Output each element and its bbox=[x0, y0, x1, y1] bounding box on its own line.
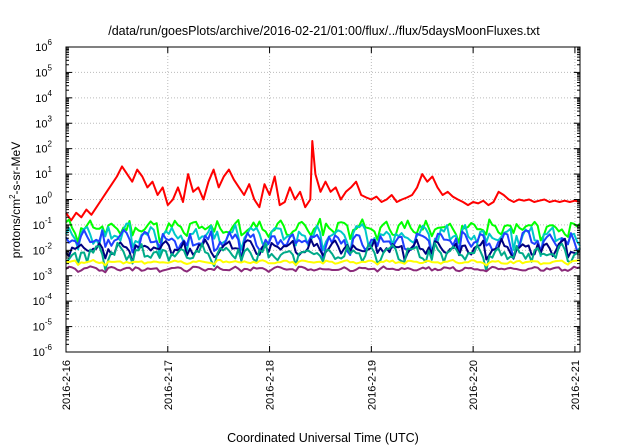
y-tick-label: 100 bbox=[35, 191, 52, 207]
plot-frame bbox=[65, 46, 581, 353]
series-line-2 bbox=[65, 217, 581, 244]
y-tick-label: 10-1 bbox=[33, 216, 53, 232]
x-tick-label: 2016-2-21 bbox=[570, 360, 582, 410]
y-axis-label: protons/cm2-s-sr-MeV bbox=[8, 142, 23, 258]
chart-title: /data/run/goesPlots/archive/2016-02-21/0… bbox=[108, 24, 540, 38]
x-tick-label: 2016-2-18 bbox=[265, 360, 277, 410]
y-tick-label: 10-4 bbox=[33, 292, 53, 308]
y-tick-label: 102 bbox=[35, 140, 52, 156]
y-axis-label-rest: -s-sr-MeV bbox=[9, 142, 23, 195]
x-tick-label: 2016-2-17 bbox=[163, 360, 175, 410]
x-axis-ticks: 2016-2-16 2016-2-17 2016-2-18 2016-2-19 2016… bbox=[61, 47, 582, 410]
x-tick-label: 2016-2-16 bbox=[61, 360, 73, 410]
y-axis-label-superscript: 2 bbox=[8, 194, 17, 199]
series-line-6 bbox=[65, 241, 581, 272]
y-tick-label: 106 bbox=[35, 38, 52, 54]
y-axis-ticks: 10-6 10-5 10-4 10-3 10-2 10-1 100 101 102 103 104 1… bbox=[33, 38, 580, 359]
series-line-8 bbox=[65, 265, 581, 274]
x-axis-label: Coordinated Universal Time (UTC) bbox=[227, 431, 419, 445]
y-tick-label: 103 bbox=[35, 114, 52, 130]
grid-lines bbox=[66, 47, 580, 352]
data-series bbox=[65, 140, 581, 274]
x-tick-label: 2016-2-20 bbox=[468, 360, 480, 410]
y-tick-label: 10-6 bbox=[33, 343, 53, 359]
y-tick-label: 105 bbox=[35, 63, 52, 79]
y-tick-label: 104 bbox=[35, 89, 52, 105]
series-line-1 bbox=[65, 140, 581, 222]
y-axis-label-main: protons/cm bbox=[9, 199, 23, 258]
y-tick-label: 10-2 bbox=[33, 241, 53, 257]
y-tick-label: 10-5 bbox=[33, 318, 53, 334]
x-tick-label: 2016-2-19 bbox=[366, 360, 378, 410]
series-line-3 bbox=[65, 222, 581, 257]
series-line-7 bbox=[65, 258, 581, 267]
y-tick-label: 10-3 bbox=[33, 267, 53, 283]
y-tick-label: 101 bbox=[35, 165, 52, 181]
series-line-5 bbox=[65, 237, 581, 265]
